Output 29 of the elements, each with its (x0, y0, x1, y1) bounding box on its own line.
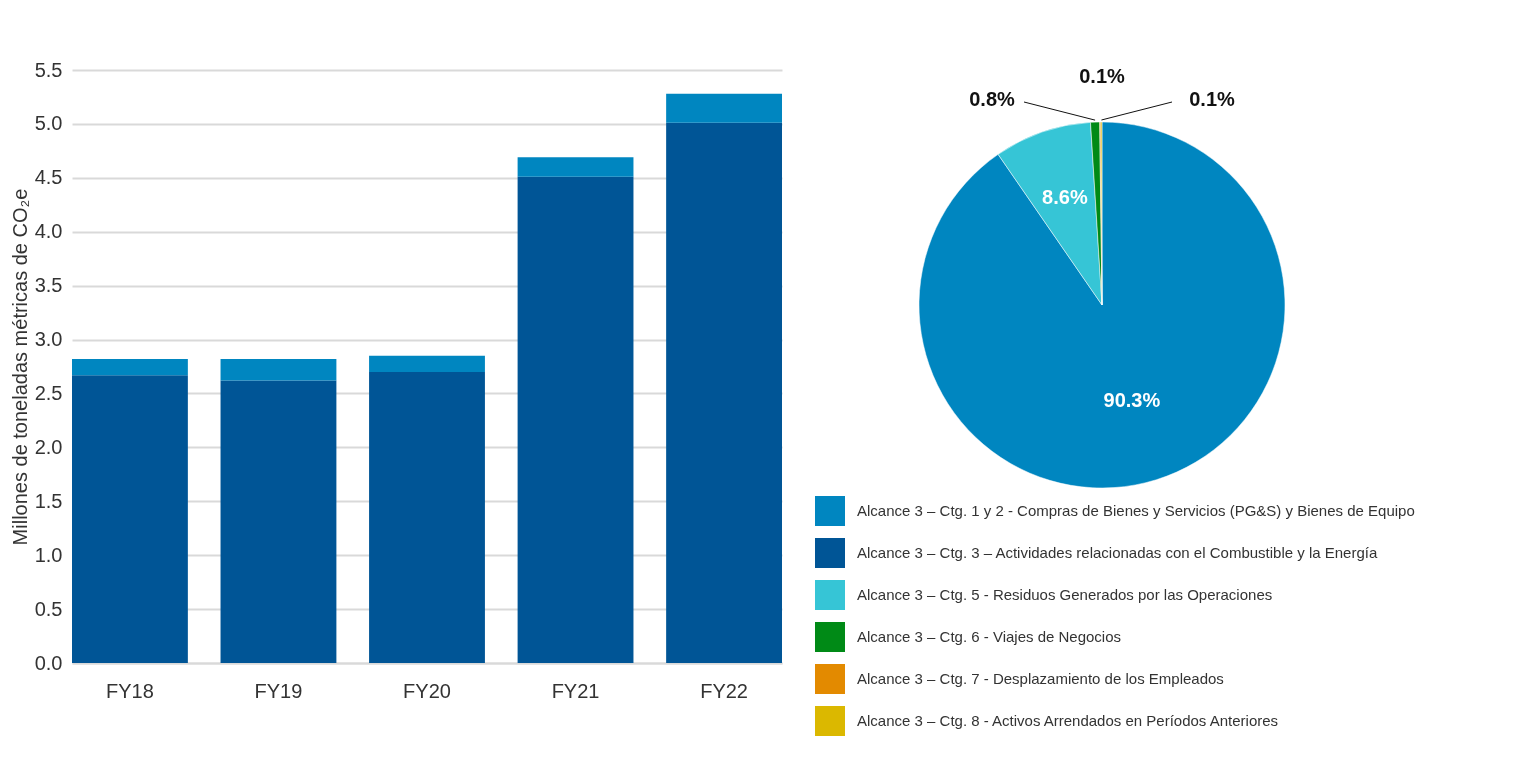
y-axis-title: Millones de toneladas métricas de CO₂e (8, 188, 31, 546)
data-label: 90.3% (1103, 389, 1161, 412)
x-tick-label: FY19 (254, 679, 303, 702)
legend-label: Alcance 3 – Ctg. 3 – Actividades relacionadas con el Combustible y la Energía (857, 544, 1378, 561)
x-tick-label: FY21 (551, 679, 600, 702)
y-tick-label: 4.0 (34, 220, 63, 243)
legend-label: Alcance 3 – Ctg. 7 - Desplazamiento de los Empleados (857, 670, 1224, 687)
y-tick-label: 2.5 (34, 381, 63, 404)
y-tick-label: 2.0 (34, 435, 63, 458)
legend-label: Alcance 3 – Ctg. 8 - Activos Arrendados en Períodos Anteriores (857, 712, 1279, 729)
data-label: 0.8% (969, 88, 1016, 110)
y-tick-label: 0.5 (34, 597, 63, 620)
y-tick-label: 1.5 (34, 489, 63, 512)
y-tick-label: 3.0 (34, 328, 63, 351)
y-tick-label: 1.0 (34, 543, 63, 566)
legend-label: Alcance 3 – Ctg. 6 - Viajes de Negocios (857, 628, 1122, 645)
x-tick-label: FY18 (106, 679, 154, 702)
y-tick-label: 3.5 (34, 274, 63, 297)
y-tick-label: 5.5 (34, 58, 63, 81)
data-label: 0.1% (1189, 88, 1236, 110)
data-label: 8.6% (1042, 185, 1088, 208)
y-tick-label: 5.0 (34, 112, 63, 135)
slice-label: Alcance 3 – Ctg. 1 y 2 - Compras de Bienes y Servicios (PG&S) y Bienes de Equipo (857, 502, 1415, 519)
legend-label: Alcance 3 – Ctg. 5 - Residuos Generados por las Operaciones (857, 586, 1273, 603)
data-label: 0.1% (1079, 65, 1126, 87)
x-tick-label: FY22 (700, 679, 748, 702)
y-tick-label: 4.5 (34, 166, 63, 189)
y-tick-label: 0.0 (34, 651, 63, 674)
x-tick-label: FY20 (403, 679, 451, 702)
